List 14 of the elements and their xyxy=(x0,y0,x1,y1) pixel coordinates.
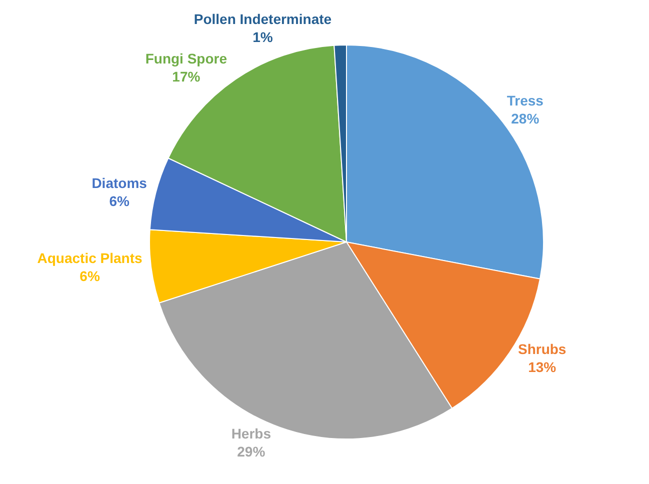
data-label: 13% xyxy=(528,359,557,376)
slice-label: Pollen Indeterminate xyxy=(194,10,332,27)
data-label: 6% xyxy=(109,193,130,210)
data-label: 1% xyxy=(252,29,274,46)
data-label: 6% xyxy=(80,268,100,284)
slice-label: Herbs xyxy=(231,425,272,442)
slice-label: Fungi Spore xyxy=(145,50,228,66)
slice-label: Diatoms xyxy=(92,174,148,191)
slice-label: Shrubs xyxy=(518,341,566,358)
data-label: 29% xyxy=(237,444,266,460)
data-label: 28% xyxy=(511,110,540,127)
slice-label: Aquactic Plants xyxy=(37,250,143,266)
slice-label: Tress xyxy=(506,92,544,108)
data-label: 17% xyxy=(172,68,201,84)
